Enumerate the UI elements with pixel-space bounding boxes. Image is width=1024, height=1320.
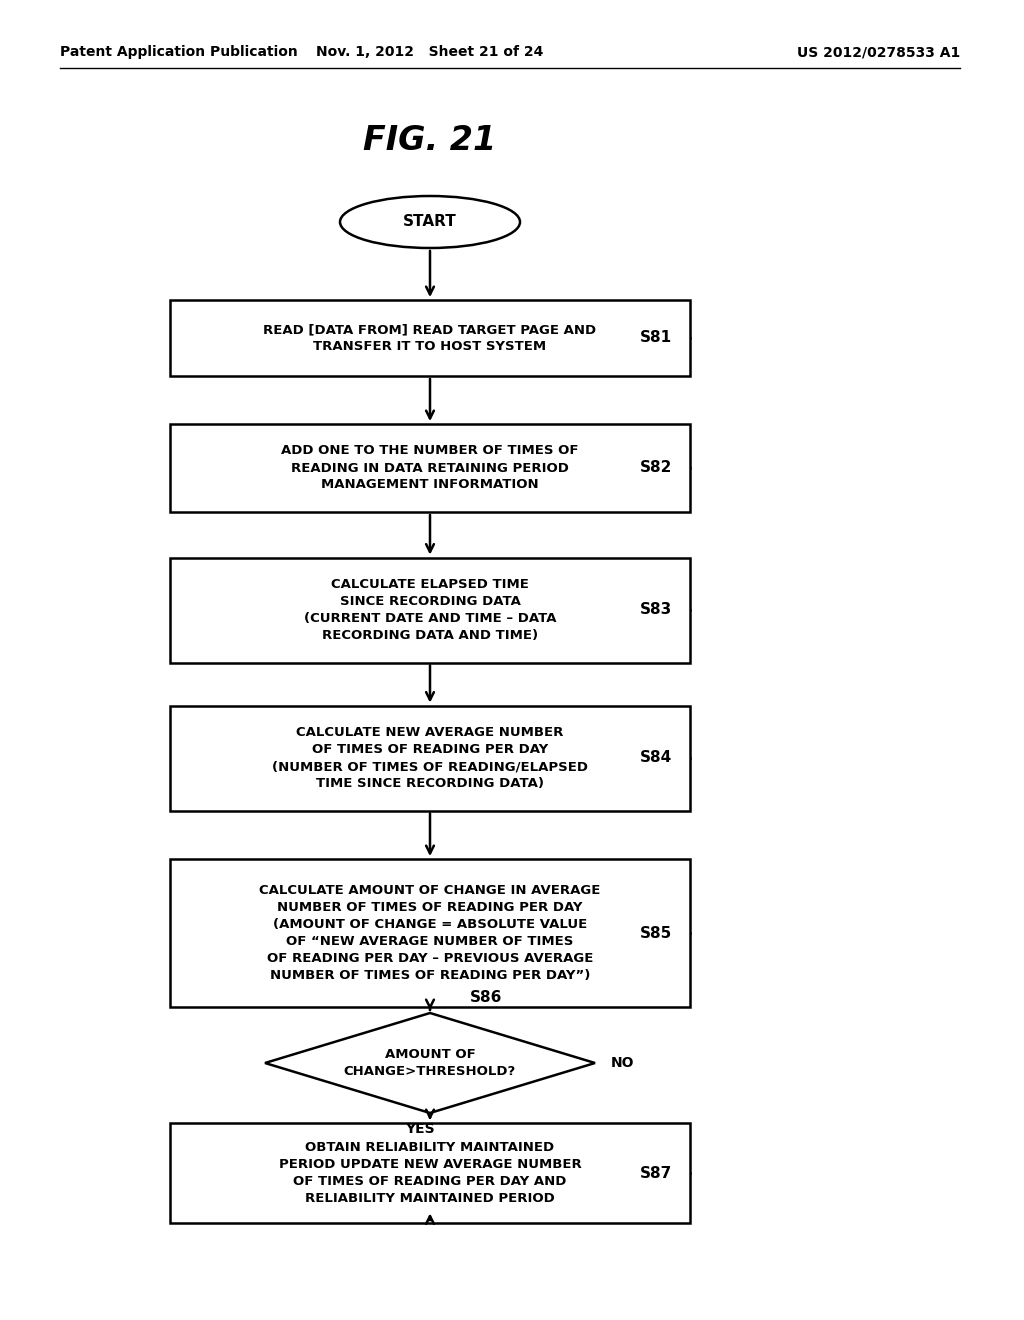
Text: ADD ONE TO THE NUMBER OF TIMES OF
READING IN DATA RETAINING PERIOD
MANAGEMENT IN: ADD ONE TO THE NUMBER OF TIMES OF READIN… (282, 445, 579, 491)
Text: S86: S86 (470, 990, 503, 1005)
Bar (170, 300, 690, 376)
Bar (170, 705, 690, 810)
Text: CALCULATE NEW AVERAGE NUMBER
OF TIMES OF READING PER DAY
(NUMBER OF TIMES OF REA: CALCULATE NEW AVERAGE NUMBER OF TIMES OF… (272, 726, 588, 789)
Bar (170, 424, 690, 512)
Text: READ [DATA FROM] READ TARGET PAGE AND
TRANSFER IT TO HOST SYSTEM: READ [DATA FROM] READ TARGET PAGE AND TR… (263, 323, 597, 352)
Ellipse shape (340, 195, 520, 248)
Text: CALCULATE ELAPSED TIME
SINCE RECORDING DATA
(CURRENT DATE AND TIME – DATA
RECORD: CALCULATE ELAPSED TIME SINCE RECORDING D… (304, 578, 556, 642)
Text: YES: YES (406, 1122, 435, 1137)
Text: NO: NO (611, 1056, 635, 1071)
Bar (170, 1123, 690, 1224)
Text: S85: S85 (640, 925, 672, 940)
Text: FIG. 21: FIG. 21 (364, 124, 497, 157)
Text: S83: S83 (640, 602, 672, 618)
Text: Patent Application Publication: Patent Application Publication (60, 45, 298, 59)
Text: Nov. 1, 2012   Sheet 21 of 24: Nov. 1, 2012 Sheet 21 of 24 (316, 45, 544, 59)
Bar (170, 557, 690, 663)
Text: US 2012/0278533 A1: US 2012/0278533 A1 (797, 45, 961, 59)
Text: S81: S81 (640, 330, 672, 346)
Text: S82: S82 (640, 461, 673, 475)
Polygon shape (265, 1012, 595, 1113)
Text: CALCULATE AMOUNT OF CHANGE IN AVERAGE
NUMBER OF TIMES OF READING PER DAY
(AMOUNT: CALCULATE AMOUNT OF CHANGE IN AVERAGE NU… (259, 884, 601, 982)
Text: OBTAIN RELIABILITY MAINTAINED
PERIOD UPDATE NEW AVERAGE NUMBER
OF TIMES OF READI: OBTAIN RELIABILITY MAINTAINED PERIOD UPD… (279, 1140, 582, 1205)
Text: START: START (403, 214, 457, 230)
Text: S84: S84 (640, 751, 672, 766)
Bar (170, 859, 690, 1007)
Text: S87: S87 (640, 1166, 672, 1180)
Text: AMOUNT OF
CHANGE>THRESHOLD?: AMOUNT OF CHANGE>THRESHOLD? (344, 1048, 516, 1078)
